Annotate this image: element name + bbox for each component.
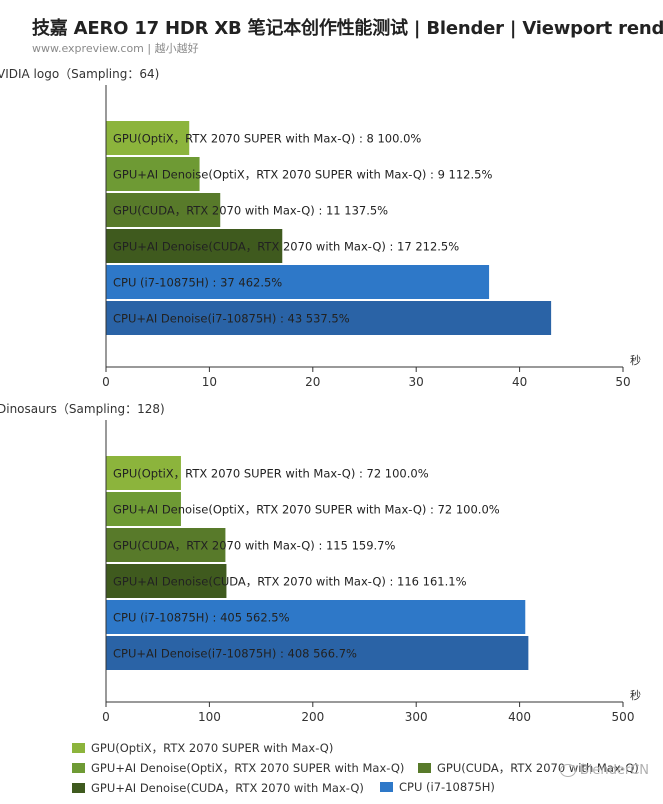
x-tick-label: 100 [198,710,221,724]
legend-label: GPU(OptiX，RTX 2070 SUPER with Max-Q) [91,741,334,755]
chart-title: Dinosaurs（Sampling：128) [0,402,165,416]
bar [106,564,227,598]
bar [106,528,226,562]
x-tick-label: 300 [405,710,428,724]
bar [106,265,490,299]
x-tick-label: 500 [612,710,635,724]
x-tick-label: 30 [409,375,424,389]
chart-dinosaurs: Dinosaurs（Sampling：128) 0 100 200 300 400 500 秒… [0,402,641,724]
legend: GPU(OptiX，RTX 2070 SUPER with Max-Q) GPU+… [0,734,663,804]
legend-swatch [418,763,431,773]
bar-label: GPU+AI Denoise(OptiX，RTX 2070 SUPER with… [113,503,500,517]
bar-label: GPU+AI Denoise(CUDA，RTX 2070 with Max-Q)… [113,575,467,589]
legend-label: GPU+AI Denoise(CUDA，RTX 2070 with Max-Q) [91,781,364,795]
legend-item: CPU (i7-10875H) [380,780,495,794]
x-tick-label: 10 [202,375,217,389]
watermark-text: BlenderCN [579,763,649,778]
bar [106,492,181,526]
x-axis-label: 秒 [630,688,641,702]
bar-label: CPU (i7-10875H) : 405 562.5% [113,611,290,625]
x-tick-label: 200 [301,710,324,724]
bar-label: GPU+AI Denoise(CUDA，RTX 2070 with Max-Q)… [113,240,459,254]
x-tick-label: 400 [508,710,531,724]
bar [106,456,181,490]
legend-item: GPU(CUDA，RTX 2070 with Max-Q) [418,760,639,776]
page-title: 技嘉 AERO 17 HDR XB 笔记本创作性能测试 | Blender | … [32,18,663,39]
legend-swatch [72,783,85,793]
legend-item: GPU+AI Denoise(OptiX，RTX 2070 SUPER with… [72,760,404,776]
bar-label: GPU(CUDA，RTX 2070 with Max-Q) : 115 159.… [113,539,396,553]
bar-label: CPU+AI Denoise(i7-10875H) : 43 537.5% [113,312,350,326]
bar-label: GPU(OptiX，RTX 2070 SUPER with Max-Q) : 8… [113,132,421,146]
legend-item: GPU(OptiX，RTX 2070 SUPER with Max-Q) [72,740,333,756]
legend-label: GPU(CUDA，RTX 2070 with Max-Q) [437,761,639,775]
bar-label: CPU (i7-10875H) : 37 462.5% [113,276,282,290]
bar [106,301,552,335]
wechat-icon [559,764,576,777]
bar-label: CPU+AI Denoise(i7-10875H) : 408 566.7% [113,647,357,661]
bar [106,229,283,263]
legend-swatch [72,763,85,773]
chart-nvidia-logo: VIDIA logo（Sampling：64) 0 10 20 30 40 50秒 GPU(O… [0,67,641,389]
bar-label: GPU+AI Denoise(OptiX，RTX 2070 SUPER with… [113,168,492,182]
x-tick-label: 0 [102,375,110,389]
legend-label: CPU (i7-10875H) [399,780,495,794]
bar [106,157,200,191]
bar-label: GPU(CUDA，RTX 2070 with Max-Q) : 11 137.5… [113,204,388,218]
bar [106,193,221,227]
x-tick-label: 20 [305,375,320,389]
legend-swatch [72,743,85,753]
legend-swatch [380,782,393,792]
legend-item: GPU+AI Denoise(CUDA，RTX 2070 with Max-Q) [72,780,364,796]
bar [106,636,529,670]
x-tick-label: 0 [102,710,110,724]
bar-label: GPU(OptiX，RTX 2070 SUPER with Max-Q) : 7… [113,467,429,481]
legend-label: GPU+AI Denoise(OptiX，RTX 2070 SUPER with… [91,761,405,775]
x-tick-label: 50 [615,375,630,389]
page-subtitle: www.expreview.com | 越小越好 [32,42,199,55]
watermark: BlenderCN [559,763,649,778]
chart-title: VIDIA logo（Sampling：64) [0,67,159,81]
bar [106,600,526,634]
bar [106,121,190,155]
x-axis-label: 秒 [630,353,641,367]
x-tick-label: 40 [512,375,527,389]
